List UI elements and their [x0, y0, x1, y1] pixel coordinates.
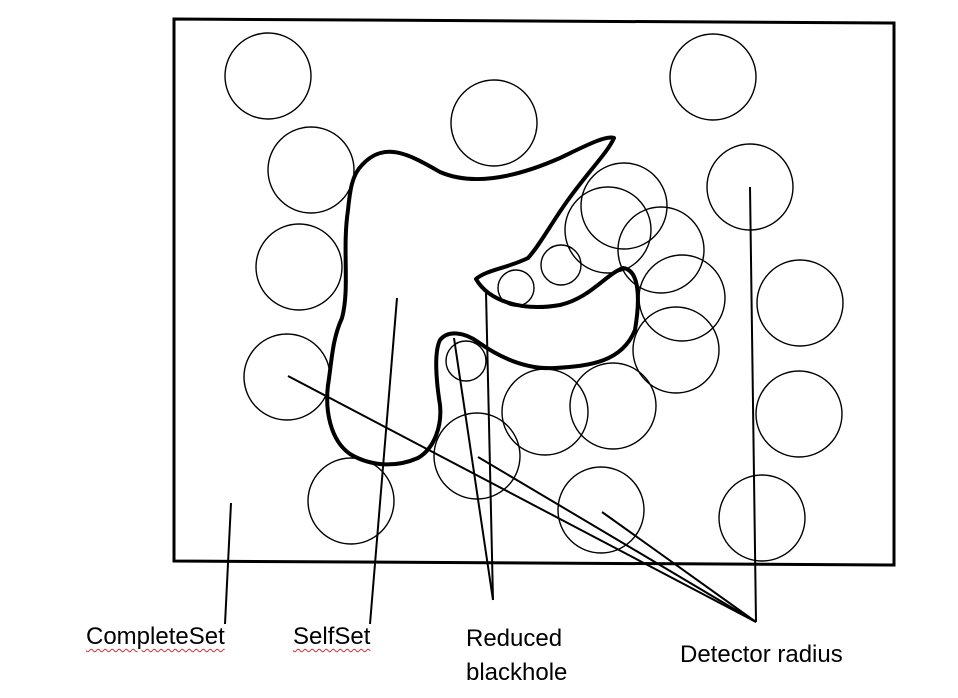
callout-lines	[224, 186, 757, 625]
reduced-blackhole-label: Reduced blackhole	[466, 622, 567, 690]
detector-radius-pointer	[601, 511, 757, 623]
self-set-text: SelfSet	[293, 623, 371, 650]
self-set-pointer	[369, 297, 398, 625]
detector-circle	[580, 162, 668, 250]
reduced-blackhole-line2: blackhole	[466, 659, 568, 686]
detector-circle	[557, 466, 645, 554]
complete-set-text: CompleteSet	[86, 623, 225, 650]
detector-circle	[450, 79, 538, 167]
self-set-label: SelfSet	[293, 620, 370, 654]
detector-radius-pointer	[287, 375, 757, 623]
detector-circle	[755, 370, 843, 458]
detector-circle	[243, 333, 331, 421]
complete-set-label: CompleteSet	[86, 620, 225, 654]
detector-circle	[638, 254, 726, 342]
detector-circle	[669, 33, 757, 121]
self-set-boundary	[325, 135, 640, 467]
detector-circle	[501, 368, 589, 456]
detectors	[224, 32, 844, 562]
detector-circle	[617, 206, 705, 294]
complete-set-pointer	[224, 502, 232, 625]
detector-circle	[255, 223, 343, 311]
detector-radius-pointer	[477, 456, 757, 623]
detector-circle	[569, 362, 657, 450]
detector-circle	[718, 474, 806, 562]
detector-circle	[267, 126, 355, 214]
detector-circle	[224, 32, 312, 120]
reduced-blackhole-pointer	[453, 337, 494, 601]
detector-circle-small	[445, 340, 487, 382]
complete-set-boundary	[172, 17, 896, 567]
reduced-blackhole-line1: Reduced	[466, 625, 563, 652]
detector-radius-label: Detector radius	[680, 641, 843, 668]
detector-circle-small	[540, 244, 582, 286]
detector-circle	[564, 186, 652, 274]
detector-circle	[307, 457, 395, 545]
detector-circle	[756, 259, 844, 347]
reduced-blackhole-pointer	[485, 291, 494, 601]
detector-circle	[632, 306, 720, 394]
detector-radius-pointer	[749, 186, 757, 623]
